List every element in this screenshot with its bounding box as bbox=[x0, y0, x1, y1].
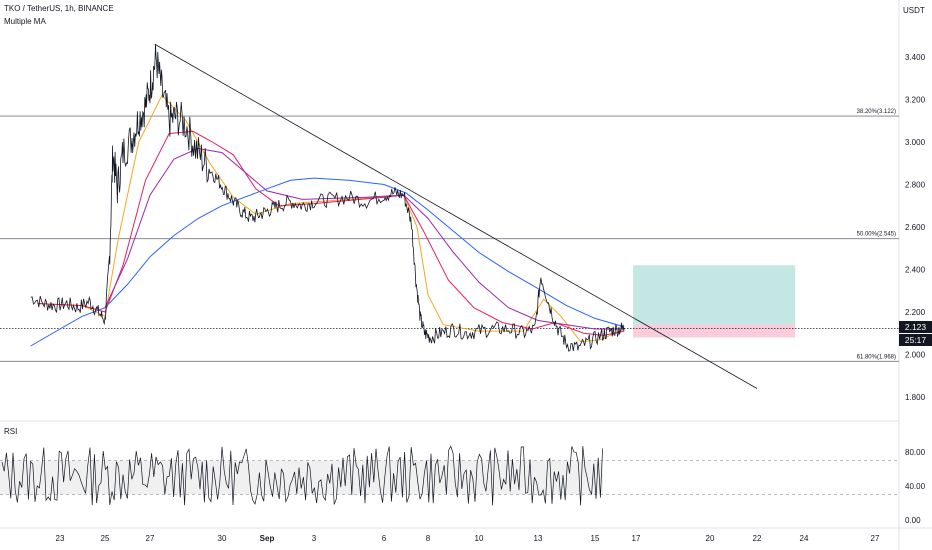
indicator-label: Multiple MA bbox=[4, 17, 46, 26]
stop-zone bbox=[633, 324, 796, 338]
time-tick-label: 24 bbox=[800, 534, 809, 543]
time-tick-label: Sep bbox=[260, 534, 275, 543]
moving-average-3 bbox=[104, 147, 625, 330]
price-tick-label: 2.200 bbox=[905, 308, 926, 317]
time-tick-label: 20 bbox=[706, 534, 715, 543]
price-tick-label: 2.000 bbox=[905, 351, 926, 360]
price-tick-label: 3.000 bbox=[905, 138, 926, 147]
moving-average-4 bbox=[30, 177, 625, 347]
time-tick-label: 3 bbox=[312, 534, 317, 543]
countdown-badge: 25:17 bbox=[899, 334, 932, 346]
time-tick-label: 23 bbox=[56, 534, 65, 543]
symbol-title: TKO / TetherUS, 1h, BINANCE bbox=[4, 4, 114, 13]
target-zone bbox=[633, 265, 796, 325]
rsi-label: RSI bbox=[4, 427, 18, 436]
fib-level-label: 50.00%(2.545) bbox=[857, 232, 896, 238]
moving-average-2 bbox=[37, 130, 625, 336]
rsi-line bbox=[1, 445, 603, 506]
fib-level-label: 61.80%(1.968) bbox=[857, 354, 896, 360]
fib-level-label: 38.20%(3.122) bbox=[857, 109, 896, 115]
price-line bbox=[30, 43, 625, 352]
price-tick-label: 2.800 bbox=[905, 181, 926, 190]
price-tick-label: 3.400 bbox=[905, 53, 926, 62]
rsi-tick-label: 80.00 bbox=[905, 448, 926, 457]
last-price-badge: 2.123 bbox=[899, 321, 932, 333]
price-tick-label: 3.200 bbox=[905, 96, 926, 105]
rsi-band bbox=[0, 460, 603, 495]
time-tick-label: 22 bbox=[753, 534, 762, 543]
rsi-tick-label: 40.00 bbox=[905, 482, 926, 491]
rsi-tick-label: 0.00 bbox=[905, 516, 921, 525]
price-tick-label: 2.400 bbox=[905, 266, 926, 275]
time-tick-label: 13 bbox=[534, 534, 543, 543]
time-tick-label: 17 bbox=[632, 534, 641, 543]
moving-average-1 bbox=[37, 94, 625, 343]
time-tick-label: 6 bbox=[382, 534, 387, 543]
time-tick-label: 27 bbox=[871, 534, 880, 543]
currency-label: USDT bbox=[903, 6, 925, 15]
time-tick-label: 10 bbox=[475, 534, 484, 543]
time-tick-label: 30 bbox=[218, 534, 227, 543]
time-tick-label: 27 bbox=[146, 534, 155, 543]
time-tick-label: 8 bbox=[426, 534, 431, 543]
trendline bbox=[154, 43, 758, 389]
time-tick-label: 15 bbox=[591, 534, 600, 543]
time-tick-label: 25 bbox=[101, 534, 110, 543]
price-tick-label: 2.600 bbox=[905, 223, 926, 232]
price-tick-label: 1.800 bbox=[905, 393, 926, 402]
